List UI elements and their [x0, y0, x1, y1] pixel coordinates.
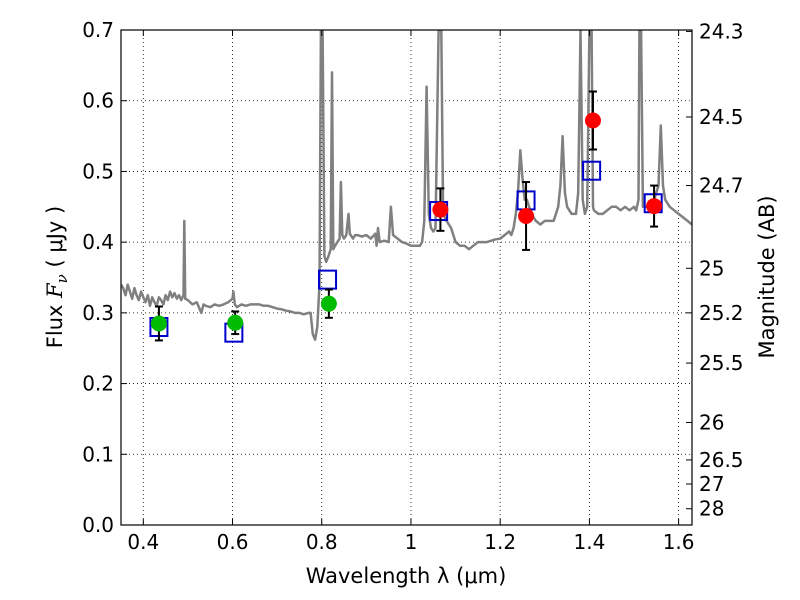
- y-tick-label: 0.4: [82, 230, 114, 254]
- x-axis-label: Wavelength λ (μm): [306, 564, 507, 588]
- right-tick-label: 27: [699, 472, 724, 496]
- right-tick-label: 25: [699, 256, 724, 280]
- right-tick-label: 24.7: [699, 174, 744, 198]
- observation-point: [646, 198, 663, 215]
- right-tick-label: 24.5: [699, 105, 744, 129]
- right-axis-label: Magnitude (AB): [755, 195, 779, 358]
- x-tick-label: 1.6: [663, 530, 695, 554]
- right-tick-label: 26.5: [699, 448, 744, 472]
- observation-point: [320, 295, 337, 312]
- plot-frame: [120, 29, 693, 526]
- y-tick-label: 0.6: [82, 89, 114, 113]
- y-tick-label: 0.3: [82, 301, 114, 325]
- right-tick-label: 24.3: [699, 19, 744, 43]
- y-tick-label: 0.1: [82, 442, 114, 466]
- observation-point: [518, 207, 535, 224]
- model-photometry-square: [582, 160, 602, 181]
- y-tick-label: 0.2: [82, 372, 114, 396]
- x-tick-label: 1.4: [573, 530, 605, 554]
- x-tick-label: 1: [405, 530, 418, 554]
- y-tick-label: 0.0: [82, 513, 114, 537]
- y-axis-label-subscript: ν: [53, 274, 71, 283]
- x-tick-label: 0.8: [306, 530, 338, 554]
- y-tick-label: 0.5: [82, 159, 114, 183]
- grid: [121, 30, 692, 525]
- x-tick-label: 1.2: [484, 530, 516, 554]
- y-axis-label: Flux Fν ( μJy ): [43, 206, 71, 348]
- marker-layer: [149, 90, 663, 343]
- right-tick-label: 28: [699, 497, 724, 521]
- y-axis-label-suffix: ( μJy ): [43, 206, 67, 274]
- spectrum-line: [121, 30, 692, 341]
- observation-point: [584, 112, 601, 129]
- observation-point: [227, 314, 244, 331]
- tick-layer: 0.4 0.6 0.8 1 1.2 1.4 1.6 0.0 0.1 0.2 0.3 0.4 0.5 0.6…: [82, 18, 743, 554]
- spectrum-layer: [121, 30, 692, 341]
- model-photometry-square: [318, 269, 338, 290]
- observation-point: [432, 201, 449, 218]
- x-tick-label: 0.4: [127, 530, 159, 554]
- right-tick-label: 25.5: [699, 351, 744, 375]
- right-tick-label: 25.2: [699, 301, 744, 325]
- x-tick-label: 0.6: [217, 530, 249, 554]
- y-axis-label-symbol: F: [43, 282, 67, 299]
- observation-point: [150, 315, 167, 332]
- y-axis-label-prefix: Flux: [43, 298, 67, 348]
- right-tick-label: 26: [699, 410, 724, 434]
- y-tick-label: 0.7: [82, 18, 114, 42]
